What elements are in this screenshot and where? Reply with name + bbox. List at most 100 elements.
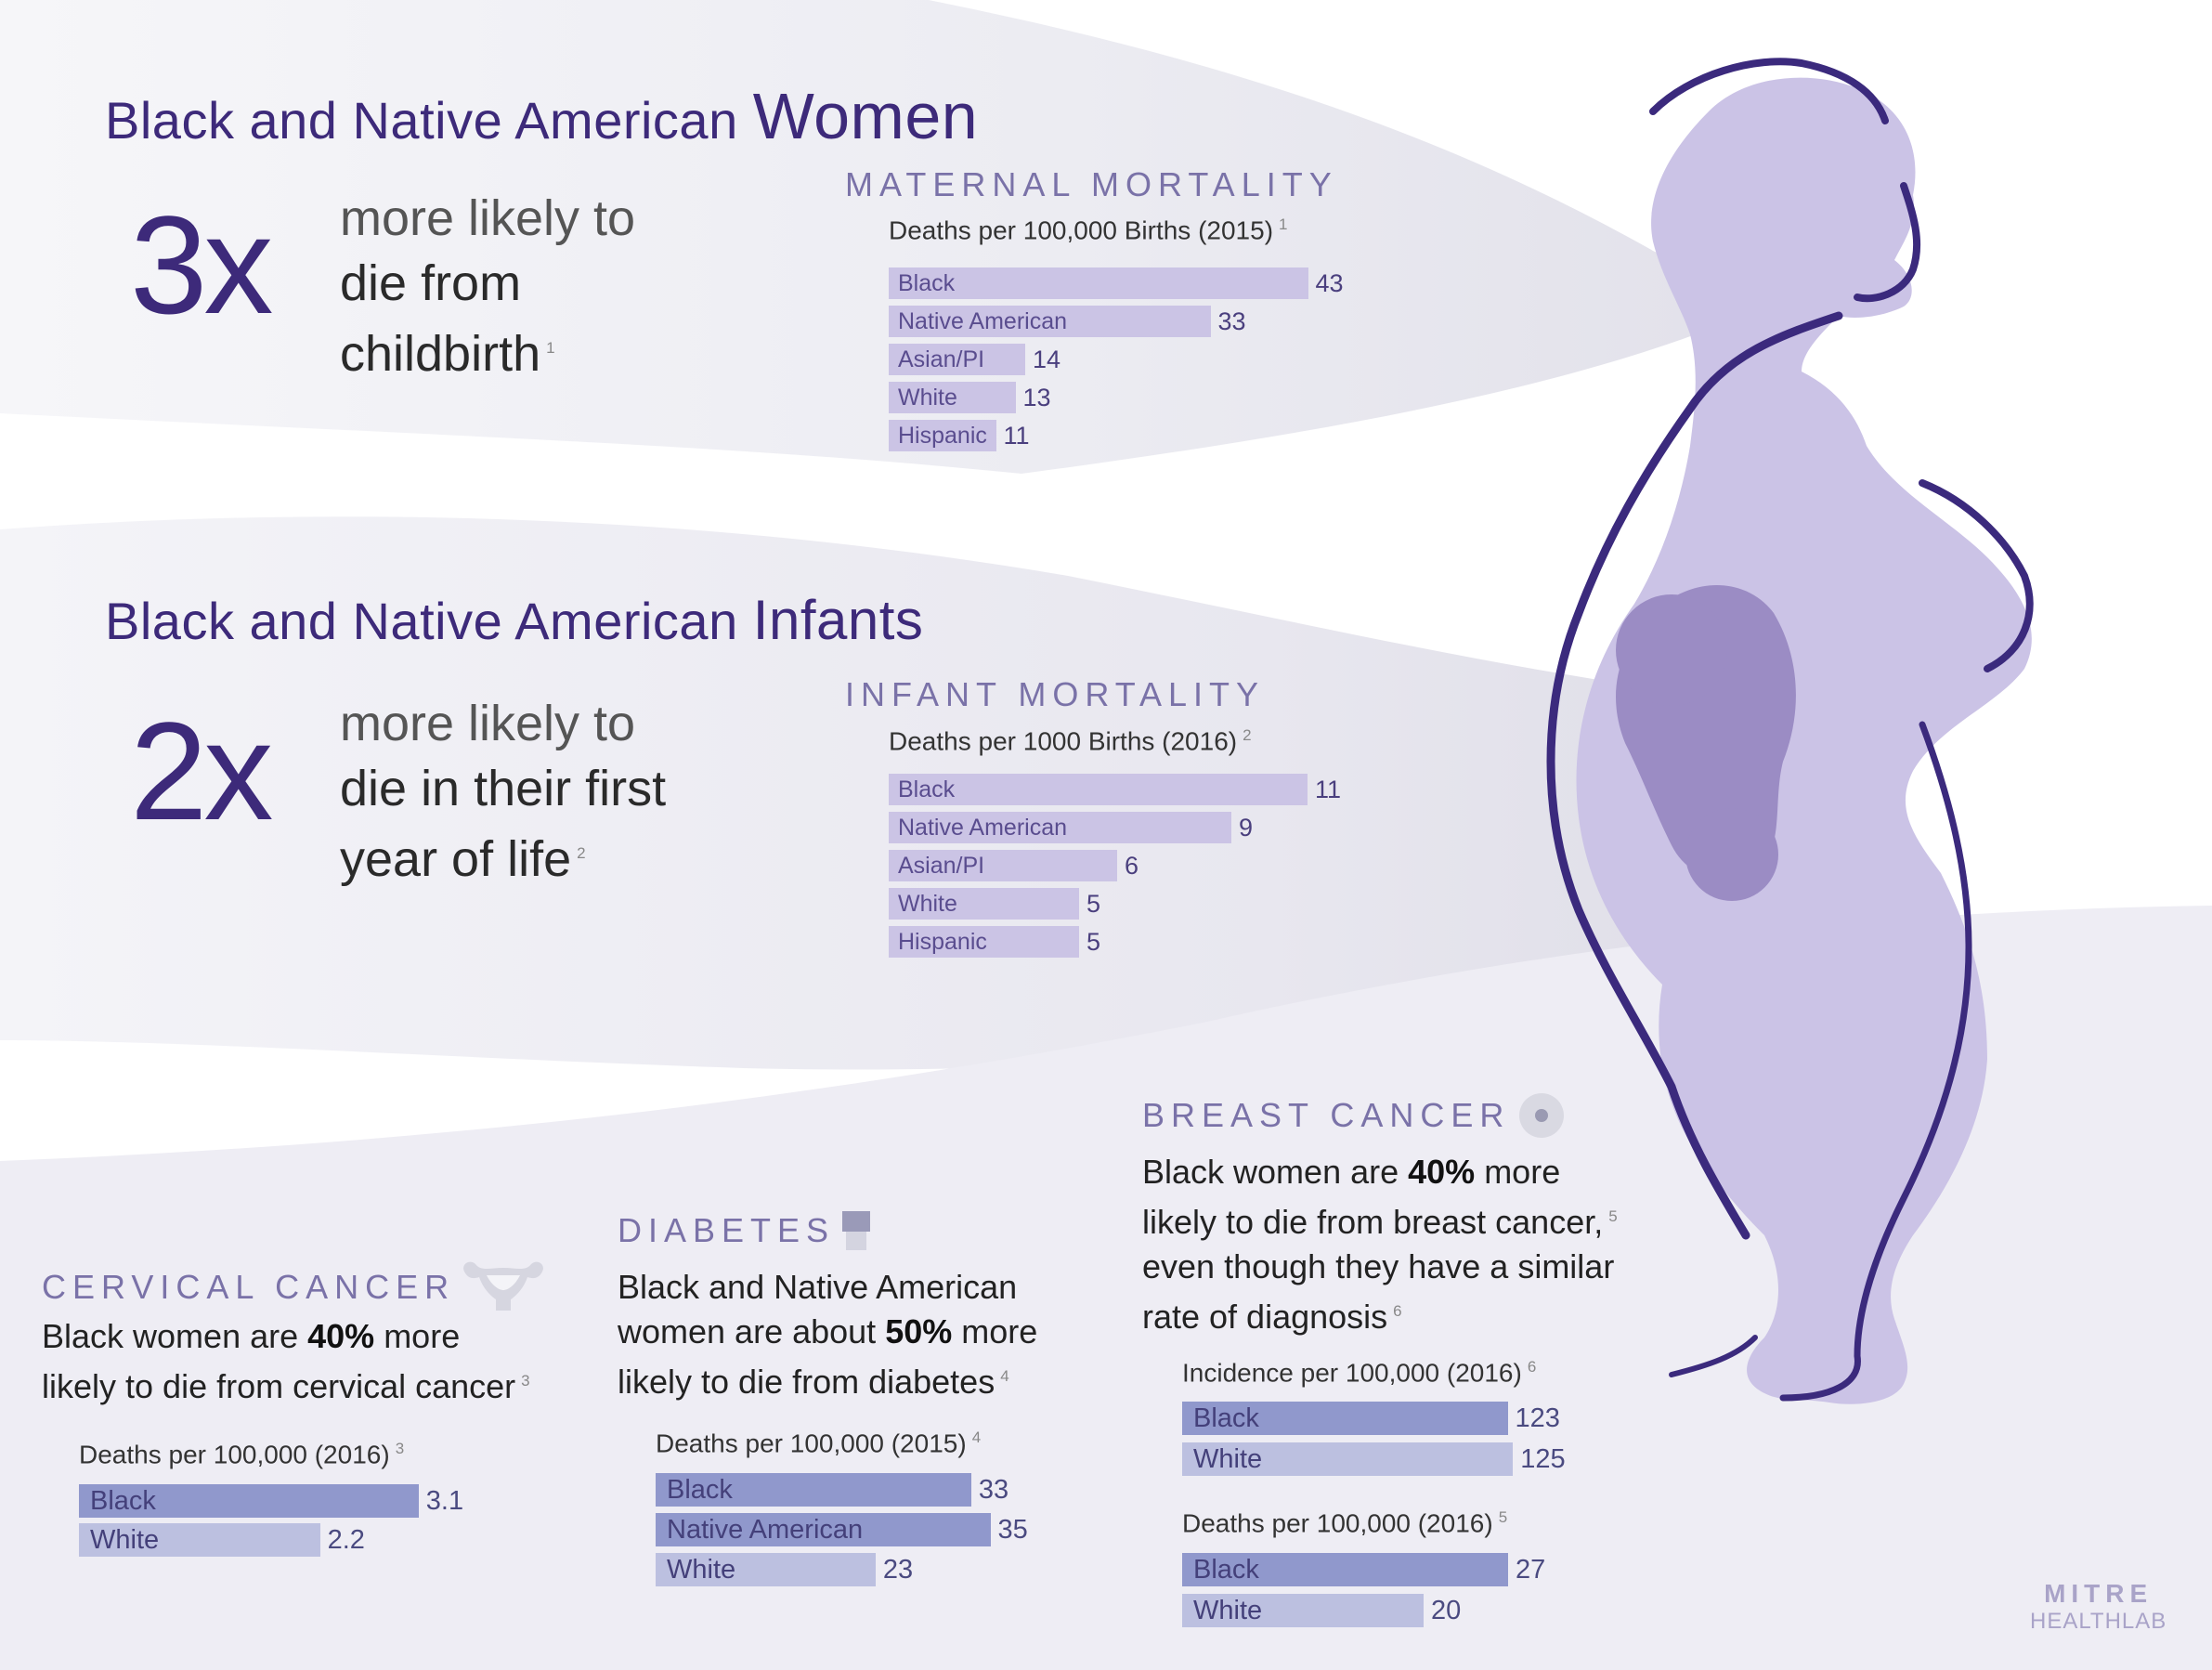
bar-category-label: White [1193, 1444, 1263, 1474]
pregnant-woman-silhouette [1546, 58, 2034, 1404]
bar-category-label: Asian/PI [898, 853, 985, 879]
diabetes-desc-line-3: likely to die from diabetes 4 [618, 1354, 1100, 1404]
breast-deaths-chart: Black 27 White 20 [1182, 1553, 1572, 1629]
women-line-3-text: childbirth [340, 326, 541, 382]
diabetes-desc-line-1: Black and Native American [618, 1268, 1018, 1306]
bar-value-label: 43 [1315, 269, 1344, 297]
cervical-subtitle-text: Deaths per 100,000 (2016) [79, 1440, 390, 1469]
silhouette-outline-back [1649, 58, 1889, 124]
diabetes-title: DIABETES [618, 1211, 836, 1249]
breast-cancer-ribbon-icon [1519, 1093, 1565, 1138]
diabetes-subtitle-text: Deaths per 100,000 (2015) [656, 1429, 967, 1458]
women-multiplier: 3x [130, 187, 273, 343]
bar-value-label: 3.1 [425, 1486, 464, 1516]
bar-category-label: Black [1193, 1403, 1259, 1433]
bar-black: Black [889, 267, 1308, 299]
infant-title: INFANT MORTALITY [845, 675, 1266, 713]
infants-heading-prefix: Black and Native American [105, 592, 738, 650]
bar-native-american: Native American [889, 306, 1211, 337]
cervical-desc-line-2: likely to die from cervical cancer 3 [42, 1359, 562, 1409]
infants-multiplier: 2x [130, 693, 273, 849]
bar-category-label: Native American [898, 308, 1068, 334]
maternal-mortality-chart: Black 43 Native American 33 Asian/PI 14 White 1… [889, 267, 1372, 463]
breast-desc-e: rate of diagnosis [1142, 1298, 1388, 1336]
bar-value-label: 5 [1086, 890, 1101, 918]
cervical-desc-c: likely to die from cervical cancer [42, 1367, 516, 1405]
bar-black: Black [79, 1484, 419, 1518]
women-line-1: more likely to [340, 190, 636, 246]
women-heading-prefix: Black and Native American [105, 91, 738, 150]
infants-footnote: 2 [577, 844, 586, 862]
bar-white: White [889, 888, 1079, 920]
women-line-2: die from [340, 255, 522, 311]
infant-mortality-chart: Black 11 Native American 9 Asian/PI 6 White 5 Hi… [889, 774, 1372, 969]
cervical-chart: Black 3.1 White 2.2 [79, 1484, 469, 1560]
infants-line-3: year of life 2 [340, 821, 666, 892]
diabetes-subtitle: Deaths per 100,000 (2015) 4 [656, 1429, 981, 1458]
bar-asian-pi: Asian/PI [889, 344, 1025, 375]
bar-category-label: Native American [667, 1515, 864, 1545]
logo-line-2: HEALTHLAB [2030, 1609, 2167, 1634]
breast-title-row: BREAST CANCER [1142, 1091, 1566, 1140]
silhouette-outline-face [1854, 182, 1921, 303]
bar-value-label: 33 [1217, 307, 1246, 335]
bar-category-label: Black [898, 270, 956, 296]
diabetes-desc-bold: 50% [885, 1312, 953, 1350]
breast-desc-c: likely to die from breast cancer, [1142, 1203, 1604, 1241]
bar-value-label: 13 [1022, 384, 1051, 411]
maternal-subtitle: Deaths per 100,000 Births (2015) 1 [889, 215, 1288, 245]
infant-subtitle: Deaths per 1000 Births (2016) 2 [889, 726, 1252, 756]
bar-category-label: Hispanic [898, 929, 987, 955]
bar-category-label: Black [1193, 1555, 1259, 1585]
glucose-meter-icon [842, 1211, 871, 1250]
breast-desc-line-3: even though they have a similar [1142, 1247, 1615, 1285]
bar-white: White [889, 382, 1016, 413]
breast-incidence-chart: Black 123 White 125 [1182, 1402, 1572, 1478]
bar-hispanic: Hispanic [889, 926, 1079, 958]
breast-incidence-subtitle: Incidence per 100,000 (2016) 6 [1182, 1358, 1536, 1388]
breast-desc-b: more [1475, 1153, 1561, 1191]
bar-white: White [1182, 1594, 1424, 1627]
bar-category-label: White [90, 1525, 160, 1555]
silhouette-body [1576, 77, 2032, 1404]
infant-footnote: 2 [1243, 726, 1252, 744]
bar-value-label: 123 [1515, 1403, 1560, 1433]
bar-value-label: 2.2 [327, 1525, 365, 1555]
infants-likely-text: more likely to die in their first year o… [340, 691, 666, 892]
bar-value-label: 23 [882, 1555, 914, 1585]
bar-category-label: White [1193, 1596, 1263, 1625]
breast-incidence-footnote: 6 [1527, 1358, 1537, 1376]
infants-line-3-text: year of life [340, 831, 572, 887]
diabetes-footnote: 4 [1000, 1367, 1009, 1385]
silhouette-outline-leg [1779, 721, 1972, 1402]
infant-subtitle-text: Deaths per 1000 Births (2016) [889, 726, 1238, 756]
cervical-title: CERVICAL CANCER [42, 1268, 456, 1306]
breast-deaths-subtitle: Deaths per 100,000 (2016) 5 [1182, 1508, 1507, 1538]
bar-black: Black [1182, 1553, 1508, 1586]
bar-category-label: White [667, 1555, 736, 1585]
logo-line-1: MITRE [2044, 1579, 2153, 1608]
fetus-shape [1616, 585, 1796, 901]
bar-value-label: 125 [1520, 1444, 1566, 1474]
bar-value-label: 14 [1033, 346, 1061, 373]
breast-footnote-2: 6 [1393, 1302, 1402, 1320]
diabetes-title-row: DIABETES [618, 1209, 872, 1252]
bar-value-label: 27 [1516, 1555, 1546, 1585]
infants-line-2: die in their first [340, 761, 667, 816]
bar-white: White [656, 1553, 876, 1586]
bar-asian-pi: Asian/PI [889, 850, 1117, 881]
bar-category-label: White [898, 891, 957, 917]
diabetes-description: Black and Native American women are abou… [618, 1265, 1100, 1404]
maternal-title: MATERNAL MORTALITY [845, 165, 1338, 203]
cervical-desc-bold: 40% [307, 1317, 375, 1355]
bar-value-label: 11 [1003, 422, 1030, 450]
bar-value-label: 20 [1431, 1596, 1462, 1625]
maternal-footnote: 1 [1279, 215, 1288, 233]
bar-value-label: 35 [997, 1515, 1028, 1545]
infants-line-1: more likely to [340, 696, 636, 751]
bar-category-label: Hispanic [898, 423, 987, 449]
women-likely-text: more likely to die from childbirth 1 [340, 186, 635, 386]
breast-desc-line-1: Black women are 40% more [1142, 1150, 1662, 1194]
bar-black: Black [889, 774, 1308, 805]
